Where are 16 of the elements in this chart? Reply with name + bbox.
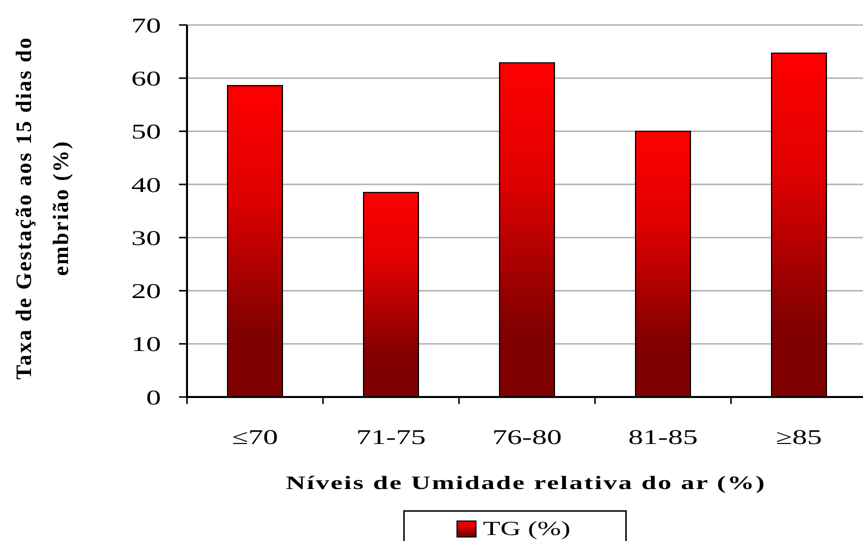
y-tick-label: 40: [131, 173, 161, 197]
y-tick-label: 50: [131, 120, 161, 144]
y-tick-label: 20: [131, 279, 161, 303]
x-tick-label: 71-75: [356, 425, 426, 449]
y-tick-label: 70: [131, 14, 161, 38]
x-tick-label: ≤70: [232, 425, 278, 449]
x-axis-title: Níveis de Umidade relativa do ar (%): [286, 472, 766, 494]
legend-label: TG (%): [483, 518, 570, 540]
x-tick-label: 76-80: [492, 425, 562, 449]
y-tick-label: 0: [146, 386, 161, 410]
y-axis-title: Taxa de Gestação aos 15 dias do embrião (%): [11, 36, 73, 380]
x-tick-label: ≥85: [776, 425, 822, 449]
x-tick-label: 81-85: [628, 425, 698, 449]
y-tick-label: 10: [131, 332, 161, 356]
y-tick-label: 30: [131, 226, 161, 250]
y-tick-label: 60: [131, 66, 161, 90]
